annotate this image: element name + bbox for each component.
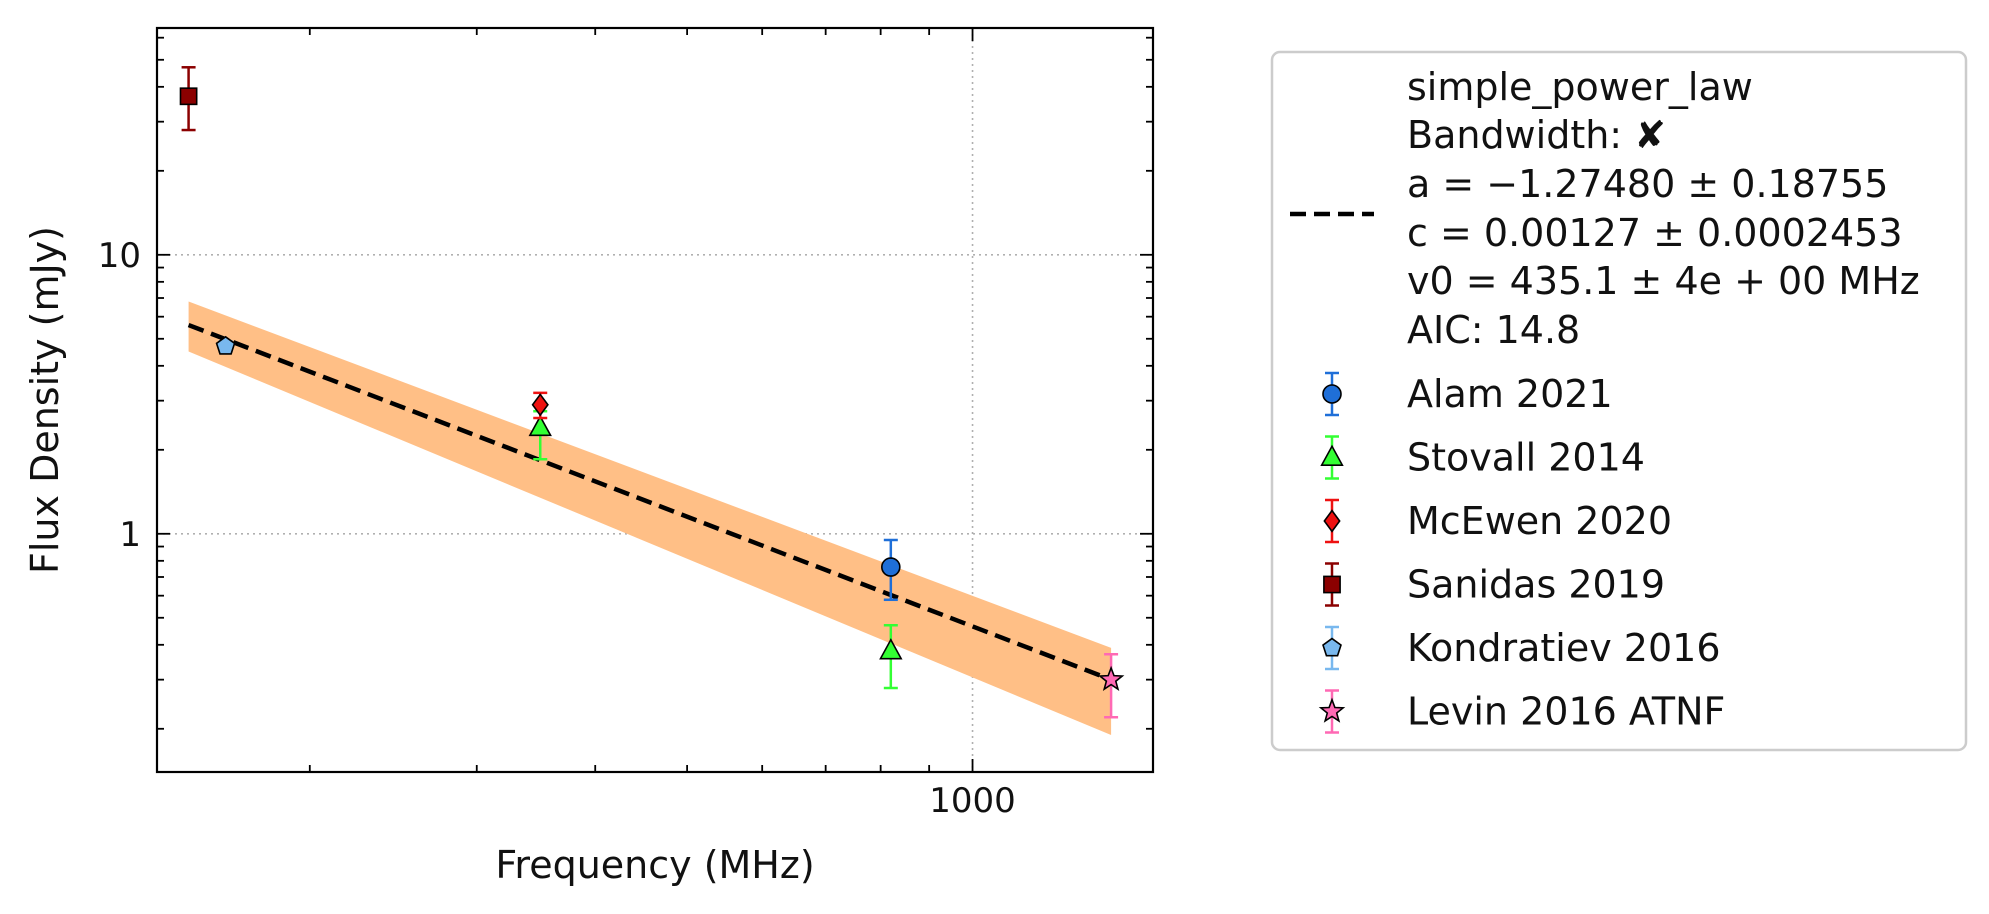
legend-entry-stovall-2014: Stovall 2014 (1320, 435, 1645, 480)
y-tick-label: 10 (98, 236, 141, 276)
fit-line (187, 322, 1112, 682)
legend-entry-levin-2016-atnf: Levin 2016 ATNF (1318, 689, 1725, 734)
data-point-sanidas-2019 (179, 66, 198, 132)
legend-fit-line-2: Bandwidth: ✘ (1407, 113, 1666, 157)
legend-label: Stovall 2014 (1407, 436, 1645, 480)
data-point-stovall-2014 (879, 624, 903, 690)
legend-label: McEwen 2020 (1407, 499, 1672, 543)
data-point-kondratiev-2016 (215, 335, 236, 355)
legend-fit-line-6: AIC: 14.8 (1407, 308, 1580, 352)
fit-line-layer (187, 322, 1112, 682)
legend-fit-line-1: simple_power_law (1407, 65, 1753, 109)
legend-fit-line-4: c = 0.00127 ± 0.0002453 (1407, 211, 1903, 255)
square-marker (179, 87, 198, 106)
error-bar (1104, 652, 1119, 719)
pentagon-marker (215, 335, 236, 355)
triangle-marker (879, 638, 903, 660)
legend-entry-kondratiev-2016: Kondratiev 2016 (1322, 625, 1721, 671)
legend-entry-alam-2021: Alam 2021 (1322, 371, 1613, 417)
circle-marker (881, 557, 901, 577)
legend-label: Levin 2016 ATNF (1407, 690, 1725, 734)
axis-ticks (157, 28, 1153, 772)
legend-label: Alam 2021 (1407, 372, 1613, 416)
legend-label: Kondratiev 2016 (1407, 626, 1721, 670)
fit-uncertainty-band (188, 301, 1112, 735)
tick-labels: 1000 1 10 (98, 236, 1016, 821)
legend: simple_power_law Bandwidth: ✘ a = −1.274… (1270, 50, 1968, 752)
legend-circle-marker (1322, 384, 1342, 404)
data-point-stovall-2014 (528, 409, 552, 461)
y-axis-label: Flux Density (mJy) (23, 226, 67, 574)
x-tick-label: 1000 (929, 781, 1016, 821)
triangle-marker (528, 414, 552, 437)
legend-star-marker (1318, 697, 1346, 723)
legend-diamond-marker (1323, 509, 1341, 533)
legend-square-marker (1323, 575, 1341, 594)
legend-frame (1270, 50, 1968, 752)
x-axis-label: Frequency (MHz) (495, 843, 814, 887)
legend-entries: Alam 2021 Stovall 2014 McEwen 2020 Sanidas … (1318, 371, 1725, 734)
legend-fit-line-5: v0 = 435.1 ± 4e + 00 MHz (1407, 259, 1920, 303)
diamond-marker (531, 393, 549, 417)
y-tick-label: 1 (119, 515, 141, 555)
data-point-alam-2021 (881, 538, 901, 602)
legend-label: Sanidas 2019 (1407, 563, 1665, 607)
legend-entry-mcewen-2020: McEwen 2020 (1323, 498, 1672, 544)
legend-entry-sanidas-2019: Sanidas 2019 (1323, 562, 1665, 607)
data-point-levin-2016-atnf (1097, 652, 1125, 719)
fit-band-layer (188, 301, 1112, 735)
legend-triangle-marker (1320, 444, 1344, 466)
legend-fit-line-3: a = −1.27480 ± 0.18755 (1407, 162, 1888, 206)
data-point-mcewen-2020 (531, 391, 549, 420)
star-marker (1097, 665, 1125, 691)
data-points-layer (179, 66, 1125, 719)
legend-pentagon-marker (1322, 637, 1342, 657)
